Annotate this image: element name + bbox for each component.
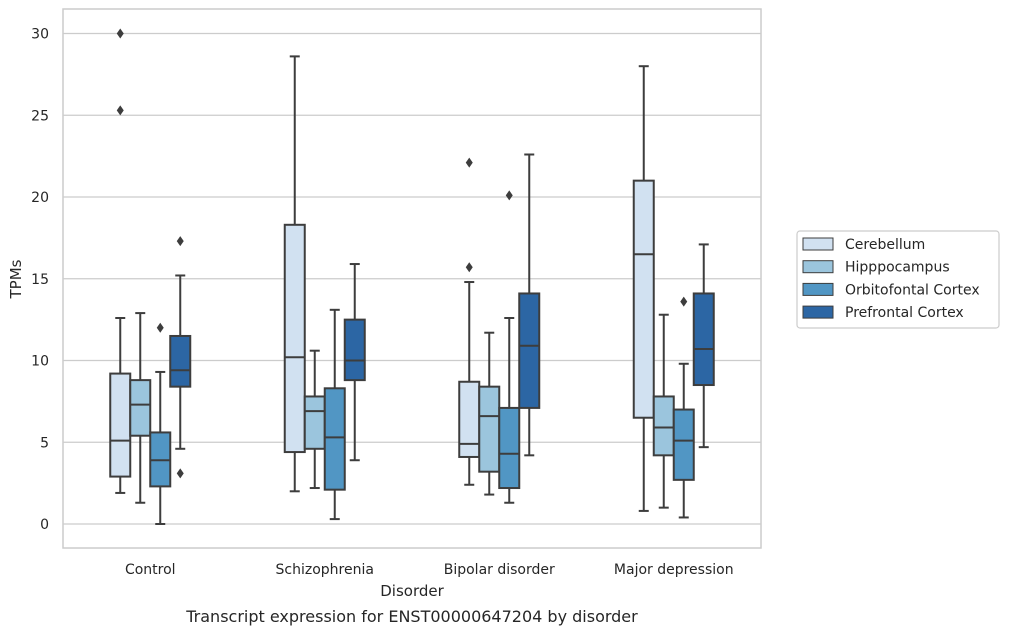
box-prefrontal-cortex [343, 263, 366, 462]
iqr-box [303, 395, 326, 450]
iqr-box [343, 318, 366, 382]
box-hipppocampus [129, 312, 152, 504]
plot-area-frame [62, 8, 762, 549]
iqr-box [109, 372, 132, 478]
outlier-point [465, 157, 473, 168]
box-cerebellum [458, 157, 481, 486]
outlier-point [176, 236, 184, 247]
iqr-box [692, 292, 715, 387]
outlier-point [176, 468, 184, 479]
y-tick-label: 0 [40, 517, 49, 533]
legend-label: Orbitofontal Cortex [845, 282, 980, 298]
box-prefrontal-cortex [518, 153, 541, 457]
iqr-box [498, 406, 521, 490]
figure-caption: Transcript expression for ENST0000064720… [185, 607, 638, 626]
y-tick-labels: 0 5 10 15 20 25 30 [31, 27, 49, 534]
outlier-point [116, 105, 124, 116]
legend-swatch [802, 305, 834, 319]
box-orbitofontal-cortex [672, 296, 695, 519]
x-tick-label: Control [125, 562, 176, 578]
box-orbitofontal-cortex [323, 308, 346, 521]
iqr-box [458, 380, 481, 458]
x-tick-label: Schizophrenia [276, 562, 374, 578]
box-groups [109, 28, 715, 525]
y-tick-label: 15 [31, 272, 49, 288]
box-prefrontal-cortex [692, 243, 715, 449]
legend-label: Prefrontal Cortex [845, 305, 964, 321]
y-tick-label: 10 [31, 354, 49, 370]
box-cerebellum [632, 65, 655, 512]
box-hipppocampus [303, 349, 326, 490]
outlier-point [465, 262, 473, 273]
x-axis-label: Disorder [380, 582, 444, 600]
box-cerebellum [109, 28, 132, 494]
box-hipppocampus [478, 331, 501, 496]
y-tick-label: 25 [31, 108, 49, 124]
iqr-box [283, 223, 306, 454]
legend-swatch [802, 282, 834, 296]
outlier-point [156, 322, 164, 333]
y-tick-label: 30 [31, 27, 49, 43]
x-tick-labels: Control Schizophrenia Bipolar disorder Majo… [125, 562, 734, 578]
iqr-box [129, 379, 152, 437]
y-tick-label: 20 [31, 190, 49, 206]
iqr-box [518, 292, 541, 409]
box-orbitofontal-cortex [498, 190, 521, 504]
box-prefrontal-cortex [169, 236, 192, 479]
iqr-box [632, 179, 655, 419]
iqr-box [169, 334, 192, 388]
legend-label: Hipppocampus [845, 260, 950, 276]
iqr-box [478, 385, 501, 473]
legend: Cerebellum Hipppocampus Orbitofontal Corte… [796, 230, 1000, 329]
iqr-box [672, 408, 695, 481]
legend-swatch [802, 237, 834, 251]
outlier-point [505, 190, 513, 201]
legend-swatch [802, 260, 834, 274]
box-hipppocampus [652, 313, 675, 509]
outlier-point [680, 296, 688, 307]
box-orbitofontal-cortex [149, 322, 172, 525]
legend-label: Cerebellum [845, 237, 925, 253]
box-cerebellum [283, 55, 306, 493]
legend-frame [796, 230, 1000, 329]
outlier-point [116, 28, 124, 39]
iqr-box [652, 395, 675, 457]
y-axis-label: TPMs [7, 259, 25, 299]
y-tick-label: 5 [40, 435, 49, 451]
iqr-box [323, 387, 346, 491]
x-tick-label: Bipolar disorder [444, 562, 555, 578]
x-tick-label: Major depression [614, 562, 734, 578]
